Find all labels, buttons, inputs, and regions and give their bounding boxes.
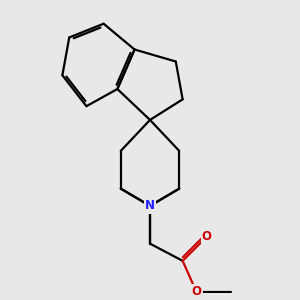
Text: N: N <box>145 199 155 212</box>
Text: O: O <box>191 285 201 298</box>
Text: O: O <box>202 230 212 243</box>
